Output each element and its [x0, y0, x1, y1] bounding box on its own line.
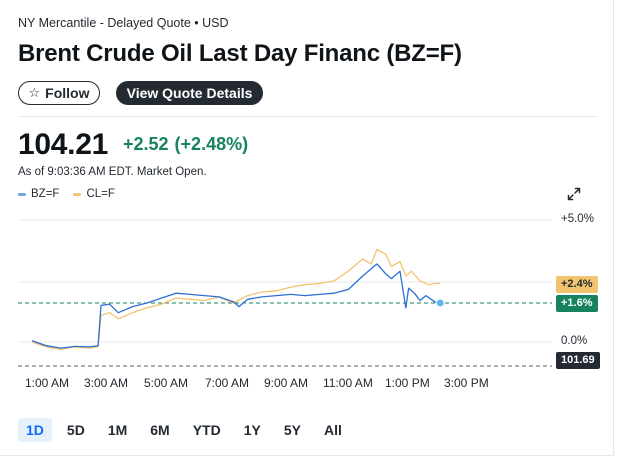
- range-tab-5d[interactable]: 5D: [66, 422, 85, 438]
- current-point-marker: [435, 298, 445, 308]
- range-tab-1y[interactable]: 1Y: [243, 422, 261, 438]
- follow-label: Follow: [45, 85, 90, 101]
- series-line-cl-f: [31, 248, 441, 350]
- chart-legend: BZ=F CL=F: [18, 188, 129, 200]
- y-tick-label: 0.0%: [561, 335, 588, 347]
- legend-swatch-bz: [18, 192, 26, 196]
- bz-last-badge: +1.6%: [556, 295, 598, 312]
- range-tab-all[interactable]: All: [323, 422, 342, 438]
- expand-arrows-icon[interactable]: [566, 186, 582, 202]
- range-tab-1m[interactable]: 1M: [107, 422, 128, 438]
- range-tab-5y[interactable]: 5Y: [283, 422, 301, 438]
- x-tick-label: 3:00 AM: [84, 376, 129, 390]
- exchange-info: NY Mercantile - Delayed Quote • USD: [18, 16, 229, 30]
- follow-button[interactable]: ☆ Follow: [18, 81, 100, 105]
- divider: [18, 116, 598, 117]
- x-tick-label: 11:00 AM: [323, 376, 373, 390]
- x-tick-label: 1:00 AM: [25, 376, 70, 390]
- range-tab-ytd[interactable]: YTD: [192, 422, 221, 438]
- range-selector: 1D 5D 1M 6M YTD 1Y 5Y All: [18, 418, 357, 442]
- x-tick-label: 9:00 AM: [264, 376, 309, 390]
- legend-item-bz[interactable]: BZ=F: [18, 188, 59, 200]
- legend-label-cl: CL=F: [86, 188, 115, 200]
- change-value: +2.52: [123, 134, 169, 154]
- x-tick-label: 7:00 AM: [205, 376, 250, 390]
- page-title: Brent Crude Oil Last Day Financ (BZ=F): [18, 40, 462, 67]
- x-tick-label: 5:00 AM: [144, 376, 189, 390]
- range-tab-1d[interactable]: 1D: [18, 418, 52, 442]
- price-change: +2.52 (+2.48%): [123, 134, 248, 155]
- y-tick-label: +5.0%: [561, 213, 594, 225]
- quote-timestamp: As of 9:03:36 AM EDT. Market Open.: [18, 166, 207, 178]
- cl-last-badge: +2.4%: [556, 276, 598, 293]
- range-tab-6m[interactable]: 6M: [150, 422, 170, 438]
- view-quote-details-button[interactable]: View Quote Details: [116, 81, 263, 105]
- legend-item-cl[interactable]: CL=F: [73, 188, 115, 200]
- x-tick-label: 1:00 PM: [385, 376, 430, 390]
- legend-label-bz: BZ=F: [31, 188, 60, 200]
- legend-swatch-cl: [73, 192, 82, 196]
- x-tick-label: 3:00 PM: [444, 376, 489, 390]
- star-outline-icon: ☆: [28, 85, 41, 100]
- change-percent: (+2.48%): [174, 134, 249, 154]
- reference-value-badge: 101.69: [556, 352, 600, 369]
- current-price: 104.21: [18, 128, 108, 161]
- series-line-bz-f: [31, 263, 441, 349]
